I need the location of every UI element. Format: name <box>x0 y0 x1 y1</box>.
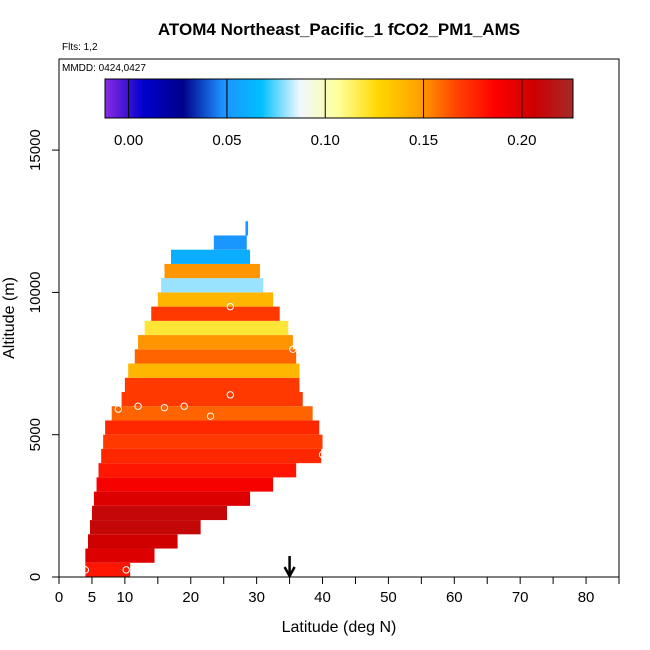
heatmap-cell <box>144 320 289 336</box>
heatmap-cell <box>101 448 322 464</box>
x-tick-label: 70 <box>512 589 529 606</box>
heatmap-cell <box>87 534 178 549</box>
x-tick-label: 80 <box>578 589 595 606</box>
heatmap-cell <box>151 306 280 321</box>
heatmap-cell <box>91 505 227 521</box>
x-tick-label: 60 <box>446 589 463 606</box>
heatmap-cell <box>89 520 201 535</box>
arrow-head <box>283 566 296 579</box>
heatmap-cell <box>164 263 260 279</box>
measurement-point <box>226 391 234 399</box>
x-axis: 0 5 10 20 30 40 50 60 70 80 <box>55 577 620 606</box>
heatmap-cell <box>213 235 247 250</box>
measurement-point <box>289 345 297 354</box>
flights-label: Flts: 1,2 <box>62 42 98 53</box>
measurement-point <box>122 566 130 574</box>
x-tick-label: 5 <box>88 589 96 606</box>
y-tick-label: 5000 <box>27 418 44 451</box>
heatmap-cell <box>105 420 320 435</box>
heatmap-cell <box>93 491 251 506</box>
colorbar: 0.00 0.05 0.10 0.15 0.20 <box>104 78 574 149</box>
x-tick-label: 40 <box>314 589 331 606</box>
measurement-point <box>114 405 122 413</box>
measurement-point <box>318 450 327 459</box>
x-tick-label: 50 <box>380 589 397 606</box>
heatmap-cell <box>85 548 155 563</box>
x-tick-label: 0 <box>55 589 63 606</box>
measurement-point <box>160 403 169 412</box>
y-axis-label: Altitude (m) <box>1 277 18 359</box>
colorbar-gradient <box>104 78 574 119</box>
heatmap-cell <box>98 463 297 478</box>
measurement-point <box>81 566 90 574</box>
heatmap-cell <box>124 377 300 392</box>
heatmap-cell <box>121 392 303 407</box>
date-label: MMDD: 0424,0427 <box>62 63 146 74</box>
y-tick-label: 15000 <box>27 129 44 171</box>
y-tick-label: 10000 <box>27 272 44 314</box>
y-tick-label: 0 <box>27 573 44 581</box>
heatmap-cell <box>161 278 264 293</box>
measurement-point <box>157 268 165 277</box>
heatmap-cell <box>96 477 274 492</box>
heatmap-cell <box>171 249 251 264</box>
x-tick-label: 30 <box>248 589 265 606</box>
measurement-point <box>226 302 234 311</box>
heatmap-cell <box>245 221 249 236</box>
colorbar-tick-label: 0.00 <box>114 132 143 149</box>
heatmap-cell <box>138 335 293 350</box>
colorbar-tick-label: 0.05 <box>212 132 241 149</box>
heatmap-cell <box>157 292 274 307</box>
colorbar-tick-label: 0.15 <box>409 132 438 149</box>
measurement-point <box>206 412 215 420</box>
latitude-arrow <box>283 556 296 579</box>
measurement-points <box>81 268 327 574</box>
x-tick-label: 20 <box>182 589 199 606</box>
colorbar-tick-label: 0.20 <box>507 132 536 149</box>
x-tick-label: 10 <box>117 589 134 606</box>
plot-frame <box>58 58 620 578</box>
colorbar-tick-label: 0.10 <box>311 132 340 149</box>
heatmap-cell <box>103 434 323 449</box>
chart-title: ATOM4 Northeast_Pacific_1 fCO2_PM1_AMS <box>158 20 520 39</box>
heatmap-cell <box>128 363 300 378</box>
y-axis: 0 5000 10000 15000 <box>27 129 59 581</box>
heatmap-cell <box>134 349 297 364</box>
heatmap-cells <box>85 221 323 577</box>
measurement-point <box>180 402 188 410</box>
x-axis-label: Latitude (deg N) <box>282 619 397 636</box>
measurement-point <box>134 402 142 410</box>
heatmap-cell <box>85 562 131 577</box>
